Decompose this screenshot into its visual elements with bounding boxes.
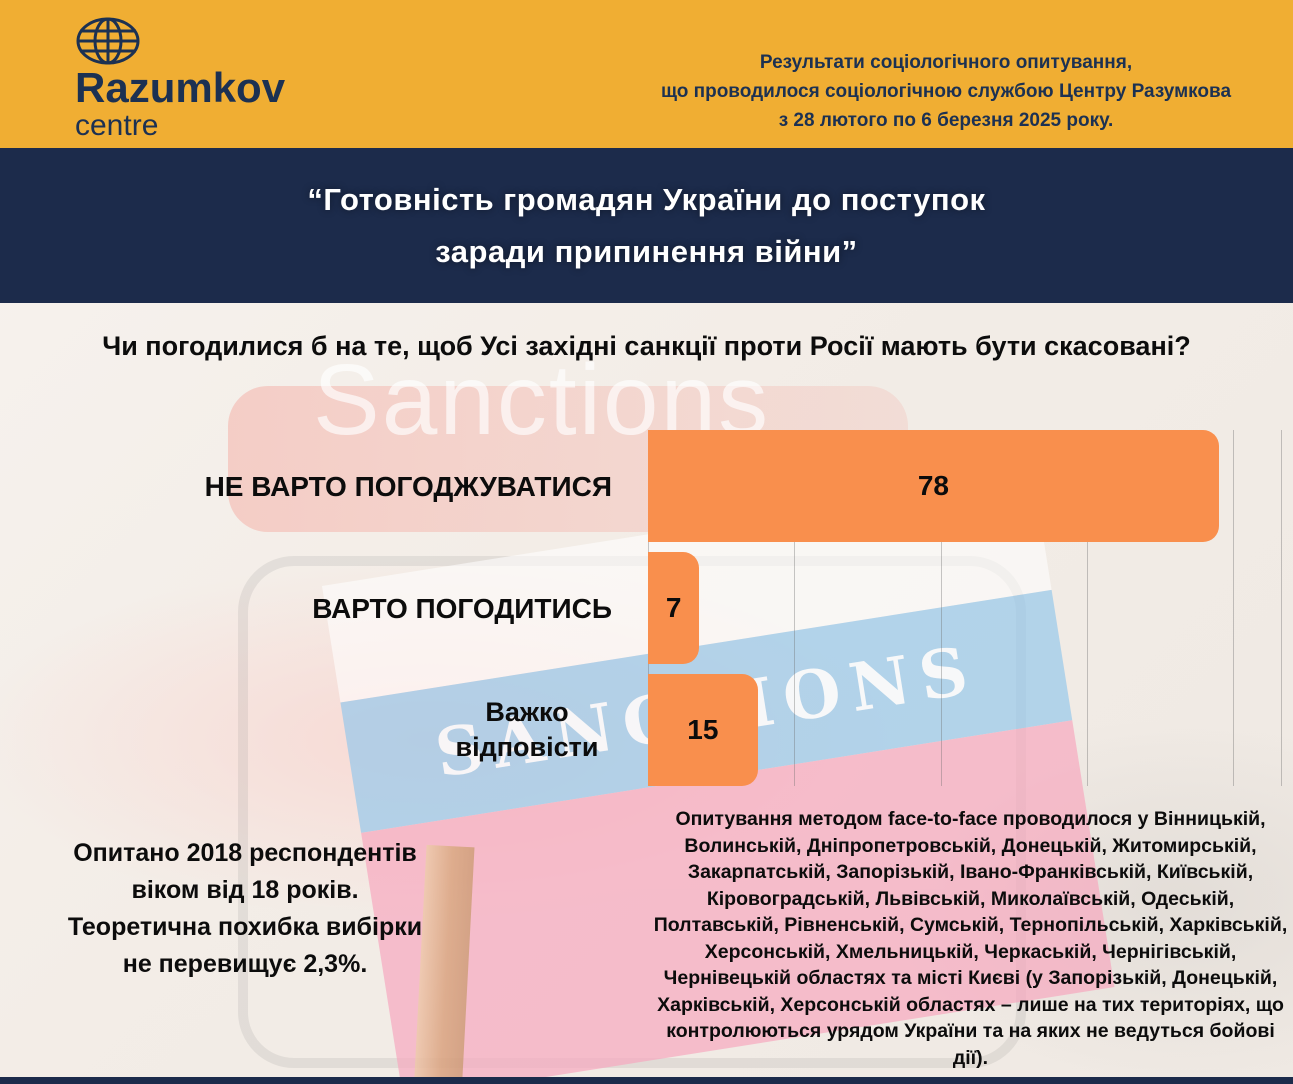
survey-note: Результати соціологічного опитування, що… — [660, 52, 1232, 131]
category-label: НЕ ВАРТО ПОГОДЖУВАТИСЯ — [204, 470, 612, 502]
gridline — [1281, 430, 1282, 786]
header-bar: Razumkov centre Результати соціологічног… — [0, 0, 1293, 148]
page-title: “Готовність громадян України до поступок… — [307, 181, 986, 269]
methodology-note: Опитування методом face-to-face проводил… — [653, 808, 1288, 1069]
sample-size-note: Опитано 2018 респондентів віком від 18 р… — [67, 839, 423, 978]
bar-chart: 78 7 15 — [648, 430, 1281, 786]
globe-icon — [76, 17, 140, 65]
title-banner: “Готовність громадян України до поступок… — [0, 148, 1293, 303]
category-row: ВАРТО ПОГОДИТИСЬ — [0, 552, 612, 664]
category-row: НЕ ВАРТО ПОГОДЖУВАТИСЯ — [0, 430, 612, 542]
bar-value: 78 — [917, 470, 949, 501]
bar: 7 — [648, 552, 700, 664]
category-row: Важко відповісти — [0, 674, 612, 786]
bar: 78 — [648, 430, 1219, 542]
category-label: Важко відповісти — [455, 697, 599, 762]
footer-strip — [0, 1077, 1293, 1084]
logo-name: Razumkov — [75, 64, 286, 111]
logo-subtitle: centre — [75, 109, 159, 142]
bar-row: 78 — [648, 430, 1281, 542]
bar-value: 15 — [687, 714, 719, 745]
bar: 15 — [648, 674, 758, 786]
razumkov-logo: Razumkov centre — [75, 16, 285, 142]
category-label: ВАРТО ПОГОДИТИСЬ — [312, 592, 612, 624]
bar-value: 7 — [665, 592, 682, 623]
bar-row: 7 — [648, 552, 1281, 664]
chart-category-labels: НЕ ВАРТО ПОГОДЖУВАТИСЯ ВАРТО ПОГОДИТИСЬ … — [0, 430, 612, 786]
survey-question: Чи погодилися б на те, щоб Усі західні с… — [102, 331, 1191, 361]
bar-row: 15 — [648, 674, 1281, 786]
